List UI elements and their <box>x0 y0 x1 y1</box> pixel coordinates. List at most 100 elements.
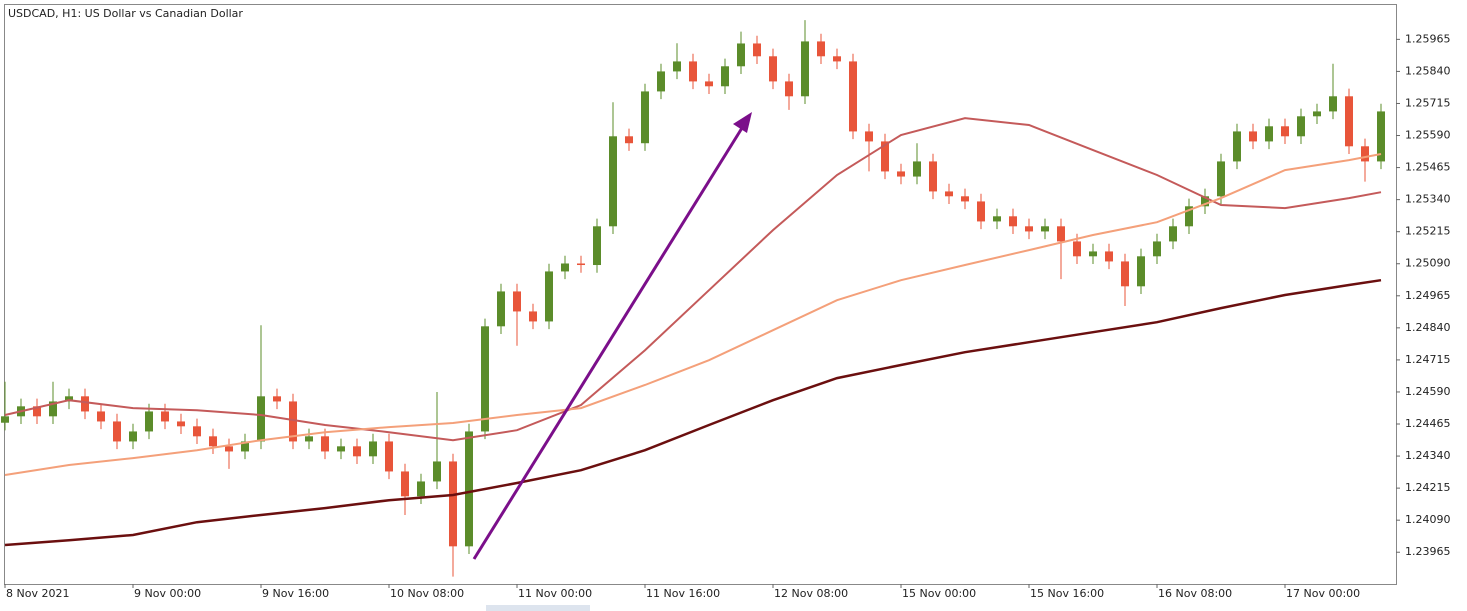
candle-body <box>561 263 569 272</box>
plot-frame <box>4 4 1397 585</box>
candle-body <box>689 61 697 82</box>
candle-body <box>609 136 617 227</box>
candle-body <box>545 271 553 322</box>
y-tick-label: 1.25965 <box>1405 32 1451 45</box>
candle-body <box>1329 96 1337 112</box>
y-tick-label: 1.24340 <box>1405 449 1451 462</box>
arrow-shaft <box>472 127 744 560</box>
y-tick-label: 1.25465 <box>1405 161 1451 174</box>
candle-body <box>113 421 121 442</box>
candle-body <box>849 61 857 132</box>
candle-body <box>305 436 313 442</box>
candle-body <box>497 291 505 327</box>
scroll-marker <box>486 605 590 611</box>
candle-body <box>273 396 281 402</box>
candle-body <box>1345 96 1353 147</box>
candle-body <box>977 201 985 222</box>
candle-body <box>1297 116 1305 137</box>
candle-body <box>417 481 425 497</box>
y-tick-label: 1.24965 <box>1405 289 1451 302</box>
candle-body <box>1121 261 1129 287</box>
candle-body <box>865 131 873 142</box>
candle-body <box>1009 216 1017 227</box>
y-tick-label: 1.25215 <box>1405 225 1451 238</box>
candle-body <box>161 411 169 422</box>
candle-body <box>673 61 681 72</box>
y-tick-label: 1.25715 <box>1405 96 1451 109</box>
candle-body <box>193 426 201 437</box>
candle-body <box>641 91 649 144</box>
y-tick-label: 1.25340 <box>1405 193 1451 206</box>
y-tick-label: 1.24840 <box>1405 321 1451 334</box>
candle-body <box>1153 241 1161 257</box>
candle-body <box>577 263 585 266</box>
moving-average-line <box>4 278 1382 547</box>
candle-body <box>753 43 761 57</box>
candle-body <box>369 441 377 457</box>
candle-body <box>177 421 185 427</box>
candle-body <box>209 436 217 447</box>
trend-arrow <box>472 112 752 560</box>
candle-body <box>657 71 665 92</box>
candle-body <box>1025 226 1033 232</box>
candle-body <box>1313 111 1321 117</box>
candle-body <box>1249 131 1257 142</box>
candle-body <box>1137 256 1145 287</box>
arrow-head <box>733 112 752 133</box>
candle-body <box>257 396 265 442</box>
moving-average-line <box>4 117 1382 442</box>
x-tick-label: 8 Nov 2021 <box>6 587 69 600</box>
candle-body <box>897 171 905 177</box>
plot-area <box>1 20 1385 577</box>
candle-body <box>625 136 633 144</box>
x-tick-label: 15 Nov 00:00 <box>902 587 976 600</box>
candle-body <box>721 66 729 87</box>
candle-body <box>961 196 969 202</box>
candle-body <box>1201 196 1209 207</box>
candle-body <box>817 41 825 57</box>
candle-body <box>785 81 793 97</box>
candle-body <box>401 471 409 497</box>
candle-body <box>241 441 249 452</box>
candle-body <box>833 56 841 62</box>
x-tick-label: 12 Nov 08:00 <box>774 587 848 600</box>
candle-body <box>1169 226 1177 242</box>
candle-body <box>225 446 233 452</box>
candle-body <box>705 81 713 87</box>
y-tick-label: 1.24715 <box>1405 353 1451 366</box>
candle-body <box>737 43 745 67</box>
x-tick-label: 11 Nov 00:00 <box>518 587 592 600</box>
candle-body <box>945 191 953 197</box>
y-tick-label: 1.23965 <box>1405 545 1451 558</box>
candle-body <box>801 41 809 97</box>
candle-body <box>385 441 393 472</box>
x-tick-label: 9 Nov 16:00 <box>262 587 329 600</box>
candle-body <box>913 161 921 177</box>
candle-body <box>1041 226 1049 232</box>
candle-body <box>593 226 601 266</box>
candle-body <box>129 431 137 442</box>
candle-body <box>881 141 889 172</box>
y-tick-label: 1.25590 <box>1405 129 1451 142</box>
x-tick-label: 16 Nov 08:00 <box>1158 587 1232 600</box>
candle-body <box>321 436 329 452</box>
candle-body <box>513 291 521 312</box>
candle-body <box>289 401 297 442</box>
candle-body <box>1089 251 1097 257</box>
candle-body <box>1217 161 1225 197</box>
candle-body <box>1377 111 1385 162</box>
candle-body <box>81 396 89 412</box>
candle-body <box>337 446 345 452</box>
candle-body <box>1073 241 1081 257</box>
candle-body <box>1057 226 1065 242</box>
candle-body <box>1281 126 1289 137</box>
x-tick-label: 10 Nov 08:00 <box>390 587 464 600</box>
chart-title: USDCAD, H1: US Dollar vs Canadian Dollar <box>8 7 243 20</box>
y-tick-label: 1.24465 <box>1405 417 1451 430</box>
moving-average-line <box>4 153 1382 476</box>
y-tick-label: 1.25840 <box>1405 64 1451 77</box>
candle-body <box>433 461 441 482</box>
candle-body <box>97 411 105 422</box>
